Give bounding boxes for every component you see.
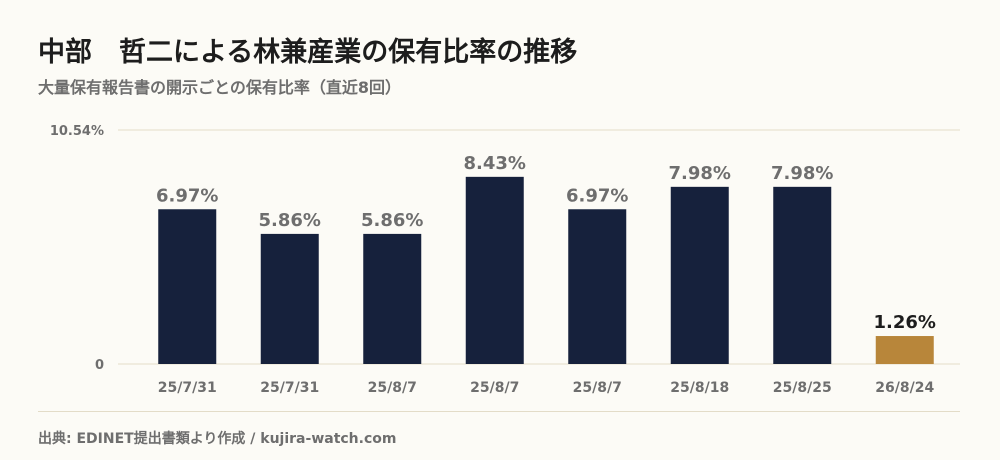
- y-tick-label: 10.54%: [50, 124, 104, 139]
- bar-value-label: 8.43%: [464, 153, 526, 174]
- bar-value-label: 7.98%: [669, 163, 731, 184]
- bar: [158, 209, 217, 364]
- bar: [773, 186, 832, 364]
- x-tick-label: 25/7/31: [260, 380, 319, 396]
- bar-value-label: 5.86%: [361, 210, 423, 231]
- footer-divider: [38, 411, 960, 412]
- bar: [670, 186, 729, 364]
- bar: [260, 233, 319, 364]
- bar: [363, 233, 422, 364]
- bar-value-label: 6.97%: [566, 185, 628, 206]
- x-tick-label: 25/7/31: [158, 380, 217, 396]
- bar: [875, 336, 934, 364]
- x-tick-label: 25/8/7: [470, 380, 519, 396]
- bar-value-label: 5.86%: [259, 210, 321, 231]
- bar-value-label: 7.98%: [771, 163, 833, 184]
- chart-subtitle: 大量保有報告書の開示ごとの保有比率（直近8回）: [38, 78, 401, 97]
- x-tick-label: 25/8/25: [773, 380, 832, 396]
- source-note: 出典: EDINET提出書類より作成 / kujira-watch.com: [38, 431, 397, 447]
- bar: [465, 176, 524, 364]
- chart-title: 中部 哲二による林兼産業の保有比率の推移: [38, 37, 578, 68]
- x-tick-label: 25/8/7: [573, 380, 622, 396]
- x-tick-label: 26/8/24: [875, 380, 934, 396]
- bar-value-label: 6.97%: [156, 185, 218, 206]
- x-tick-label: 25/8/18: [670, 380, 729, 396]
- y-tick-label: 0: [95, 358, 104, 373]
- bar: [568, 209, 627, 364]
- x-tick-label: 25/8/7: [368, 380, 417, 396]
- bar-value-label: 1.26%: [874, 312, 936, 333]
